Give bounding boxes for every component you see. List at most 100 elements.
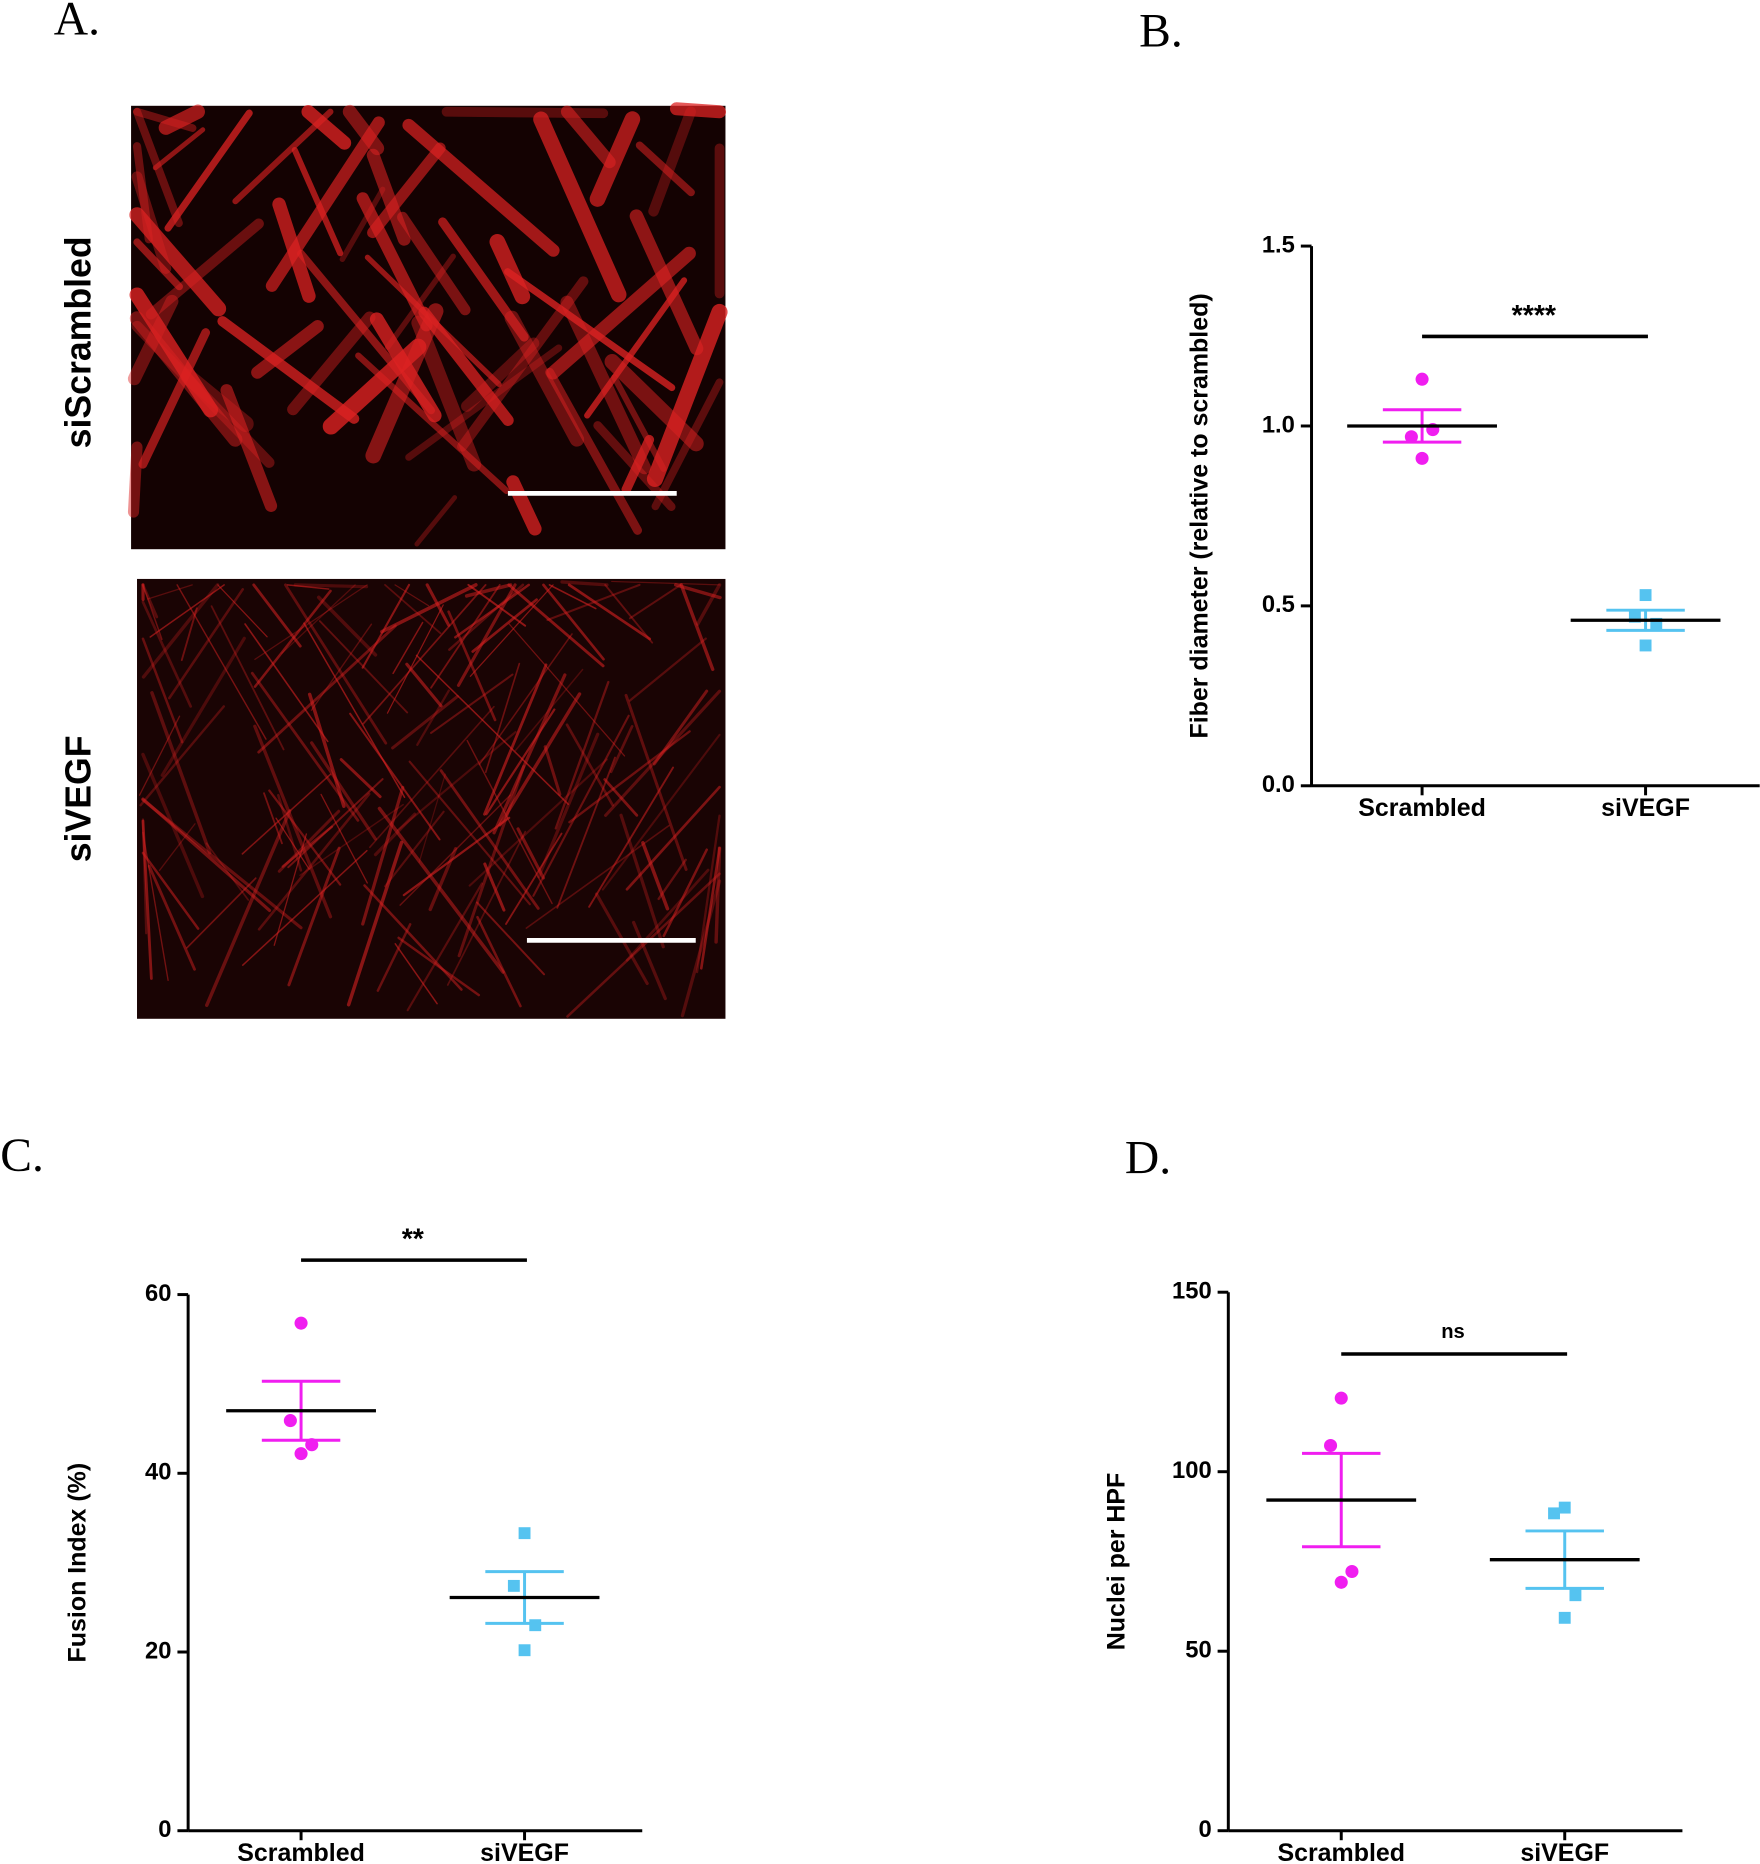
streak [362,584,487,725]
streak [141,798,303,930]
point [1334,1391,1348,1405]
streak [635,141,695,197]
y-tick-label: 0.0 [1262,771,1295,798]
streak [127,294,179,386]
streak [301,104,352,150]
streak [394,584,430,607]
streak [632,920,667,1001]
streak [603,778,639,817]
streak [604,689,722,817]
streak [373,812,417,857]
streak [565,723,614,807]
streak [365,303,444,464]
streak [291,147,344,257]
streak [411,315,482,472]
streak [405,662,443,708]
streak [287,846,341,987]
streak [384,810,445,888]
streak [430,673,514,734]
streak [141,583,220,679]
streak [415,654,570,805]
streak [277,793,303,872]
point [1415,372,1429,386]
streak [448,583,525,651]
point [294,1316,308,1330]
y-tick-label: 150 [1172,1277,1212,1304]
streak [397,211,471,316]
x-tick-label: siVEGF [480,1839,569,1864]
streak [406,882,483,1012]
streak [560,105,616,169]
significance-label: ** [402,1224,425,1256]
streak [316,595,378,657]
y-tick-label: 1.0 [1262,411,1295,438]
streak [141,818,148,935]
streak [554,680,610,830]
x-tick-label: siVEGF [1601,794,1690,822]
streak [611,374,667,472]
panel-label: D. [1125,1133,1171,1185]
streak [646,303,728,487]
streak [471,598,538,653]
streak [377,806,505,974]
streak [584,277,688,419]
streak [150,691,212,855]
streak [560,295,651,475]
panel-label: A. [54,0,100,46]
streak [361,583,411,669]
streak [205,809,292,1007]
streak [625,785,721,891]
streak [454,583,530,639]
streak [619,813,665,949]
streak [621,434,655,495]
streak [293,583,369,589]
panel-label: C. [0,1130,44,1182]
streak [287,311,376,416]
streak [310,741,377,841]
y-axis-label: Nuclei per HPF [1102,1473,1130,1651]
point [1345,1564,1359,1579]
streak [257,624,397,754]
streak [545,367,642,535]
streak [430,583,501,689]
streak [699,846,721,970]
streak [342,104,385,156]
streak [447,610,497,722]
point [1558,1501,1571,1514]
streak [405,344,563,461]
streak [129,311,243,447]
point [305,1438,319,1452]
streak [355,352,510,494]
streak [589,111,641,207]
y-axis-label: Fusion Index (%) [63,1463,91,1663]
y-tick-label: 50 [1185,1636,1211,1663]
micrograph-streaks [127,102,728,547]
streak [275,817,310,870]
streak [158,823,196,872]
streak [147,584,193,600]
streak [467,583,527,627]
point [1569,1589,1582,1602]
streak [232,108,334,205]
point [1558,1611,1571,1624]
streak [485,708,556,816]
streak [281,584,356,654]
streak [505,832,563,925]
streak [210,605,285,751]
streak [142,831,169,982]
streak [149,584,225,638]
streak [307,692,346,808]
streak [145,218,264,320]
streak [461,337,540,412]
streak [286,584,330,590]
streak [439,769,540,910]
streak [504,268,676,392]
streak [141,797,272,912]
streak [489,233,531,305]
streak [418,773,446,863]
streak [601,733,721,891]
streak [366,148,411,246]
streak [254,584,368,660]
streak [138,715,181,796]
y-tick-label: 100 [1172,1457,1212,1484]
